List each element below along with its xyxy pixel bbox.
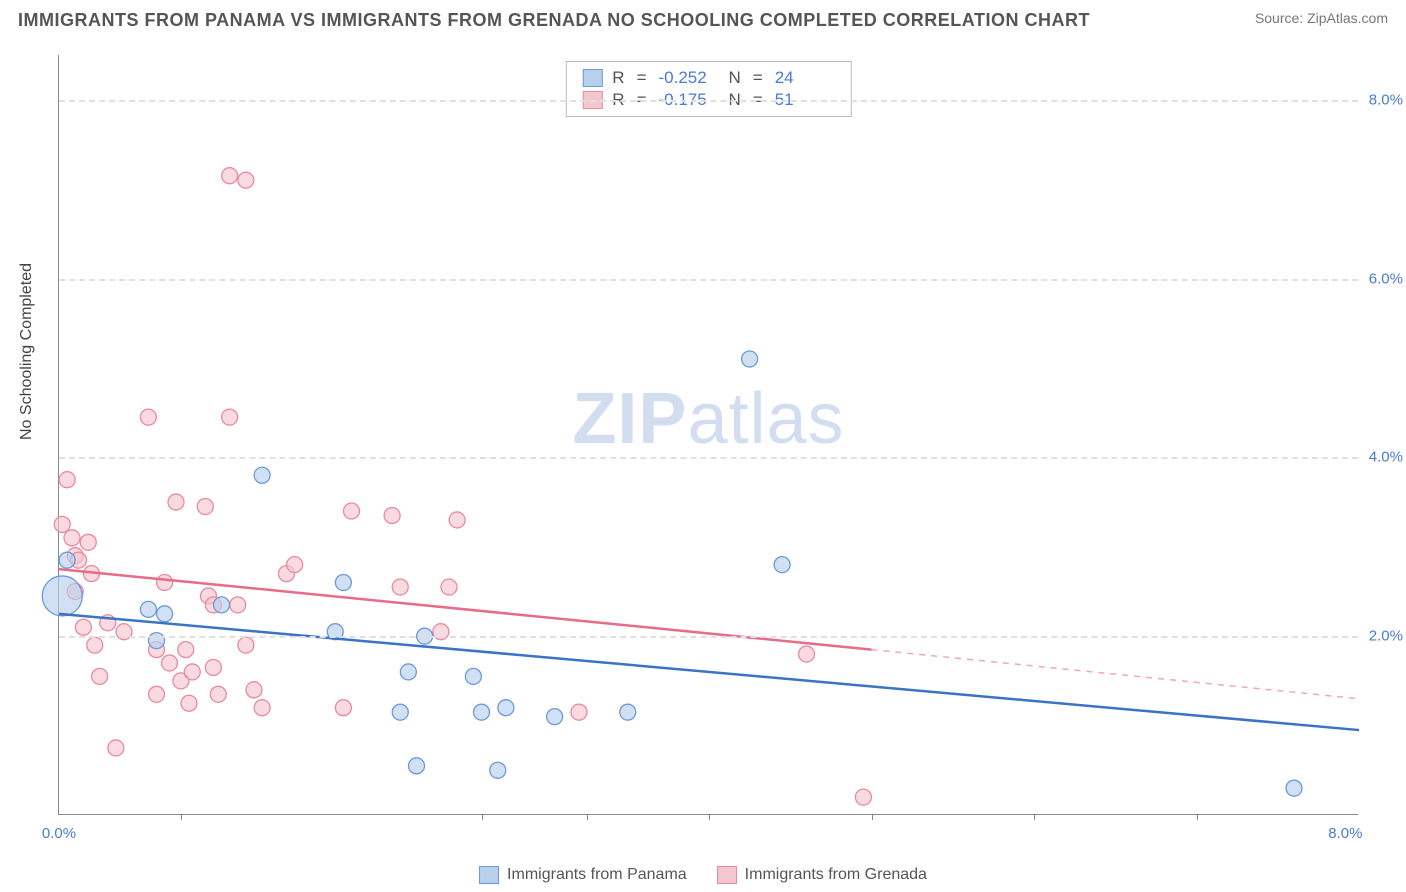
- scatter-point-panama: [474, 704, 490, 720]
- scatter-point-panama: [59, 552, 75, 568]
- scatter-point-grenada: [140, 409, 156, 425]
- scatter-point-panama: [465, 668, 481, 684]
- scatter-point-grenada: [64, 530, 80, 546]
- scatter-point-grenada: [87, 637, 103, 653]
- scatter-point-panama: [254, 467, 270, 483]
- x-tick: [872, 814, 873, 820]
- scatter-point-grenada: [246, 682, 262, 698]
- scatter-point-grenada: [54, 516, 70, 532]
- scatter-point-panama: [392, 704, 408, 720]
- scatter-point-grenada: [449, 512, 465, 528]
- legend-row-panama: R=-0.252N=24: [582, 67, 834, 89]
- scatter-point-grenada: [441, 579, 457, 595]
- scatter-point-panama: [149, 633, 165, 649]
- x-tick: [1034, 814, 1035, 820]
- scatter-point-panama: [620, 704, 636, 720]
- y-axis-label: No Schooling Completed: [18, 263, 36, 440]
- scatter-point-grenada: [392, 579, 408, 595]
- scatter-point-grenada: [181, 695, 197, 711]
- scatter-point-panama: [742, 351, 758, 367]
- gridline: [59, 100, 1358, 102]
- scatter-point-grenada: [197, 499, 213, 515]
- source-attribution: Source: ZipAtlas.com: [1255, 10, 1388, 26]
- scatter-point-grenada: [344, 503, 360, 519]
- chart-title: IMMIGRANTS FROM PANAMA VS IMMIGRANTS FRO…: [18, 10, 1090, 31]
- series-legend-label: Immigrants from Grenada: [745, 866, 927, 884]
- legend-r-label: R: [612, 68, 624, 88]
- scatter-point-panama: [140, 601, 156, 617]
- scatter-point-grenada: [238, 172, 254, 188]
- x-tick: [181, 814, 182, 820]
- scatter-point-panama: [214, 597, 230, 613]
- scatter-point-grenada: [238, 637, 254, 653]
- series-legend-item-panama: Immigrants from Panama: [479, 866, 687, 884]
- scatter-point-grenada: [108, 740, 124, 756]
- scatter-point-grenada: [222, 409, 238, 425]
- gridline: [59, 279, 1358, 281]
- scatter-point-grenada: [80, 534, 96, 550]
- y-tick-label: 8.0%: [1369, 91, 1403, 108]
- scatter-point-grenada: [384, 507, 400, 523]
- scatter-point-grenada: [855, 789, 871, 805]
- scatter-point-panama: [42, 576, 82, 616]
- correlation-legend: R=-0.252N=24R=-0.175N=51: [565, 61, 851, 117]
- scatter-point-grenada: [157, 575, 173, 591]
- y-tick-label: 4.0%: [1369, 449, 1403, 466]
- scatter-point-grenada: [59, 472, 75, 488]
- scatter-point-grenada: [178, 642, 194, 658]
- scatter-point-grenada: [162, 655, 178, 671]
- scatter-point-panama: [400, 664, 416, 680]
- scatter-plot-svg: [59, 55, 1358, 814]
- scatter-point-grenada: [168, 494, 184, 510]
- trend-line-grenada-extrapolated: [872, 650, 1360, 699]
- scatter-point-grenada: [75, 619, 91, 635]
- chart-plot-area: ZIPatlas R=-0.252N=24R=-0.175N=51 2.0%4.…: [58, 55, 1358, 815]
- x-tick-label: 8.0%: [1328, 825, 1362, 842]
- legend-n-label: N: [729, 68, 741, 88]
- legend-n-value: 24: [775, 68, 835, 88]
- y-tick-label: 2.0%: [1369, 628, 1403, 645]
- scatter-point-grenada: [571, 704, 587, 720]
- legend-swatch-grenada: [717, 866, 737, 884]
- series-legend: Immigrants from Panama Immigrants from Gr…: [479, 866, 927, 884]
- x-tick: [587, 814, 588, 820]
- x-tick: [482, 814, 483, 820]
- scatter-point-panama: [1286, 780, 1302, 796]
- scatter-point-panama: [490, 762, 506, 778]
- x-tick: [709, 814, 710, 820]
- gridline: [59, 636, 1358, 638]
- legend-swatch-panama: [582, 69, 602, 87]
- scatter-point-grenada: [799, 646, 815, 662]
- scatter-point-panama: [335, 575, 351, 591]
- series-legend-label: Immigrants from Panama: [507, 866, 687, 884]
- x-tick-label: 0.0%: [42, 825, 76, 842]
- scatter-point-grenada: [210, 686, 226, 702]
- y-tick-label: 6.0%: [1369, 270, 1403, 287]
- scatter-point-panama: [409, 758, 425, 774]
- scatter-point-grenada: [335, 700, 351, 716]
- scatter-point-grenada: [254, 700, 270, 716]
- scatter-point-grenada: [184, 664, 200, 680]
- scatter-point-panama: [547, 709, 563, 725]
- scatter-point-grenada: [287, 557, 303, 573]
- gridline: [59, 457, 1358, 459]
- scatter-point-grenada: [222, 168, 238, 184]
- scatter-point-grenada: [230, 597, 246, 613]
- legend-swatch-panama: [479, 866, 499, 884]
- scatter-point-grenada: [205, 659, 221, 675]
- scatter-point-panama: [498, 700, 514, 716]
- scatter-point-panama: [774, 557, 790, 573]
- legend-r-value: -0.252: [659, 68, 719, 88]
- scatter-point-grenada: [149, 686, 165, 702]
- scatter-point-grenada: [92, 668, 108, 684]
- trend-line-panama: [59, 614, 1359, 730]
- scatter-point-panama: [157, 606, 173, 622]
- x-tick: [1197, 814, 1198, 820]
- series-legend-item-grenada: Immigrants from Grenada: [717, 866, 927, 884]
